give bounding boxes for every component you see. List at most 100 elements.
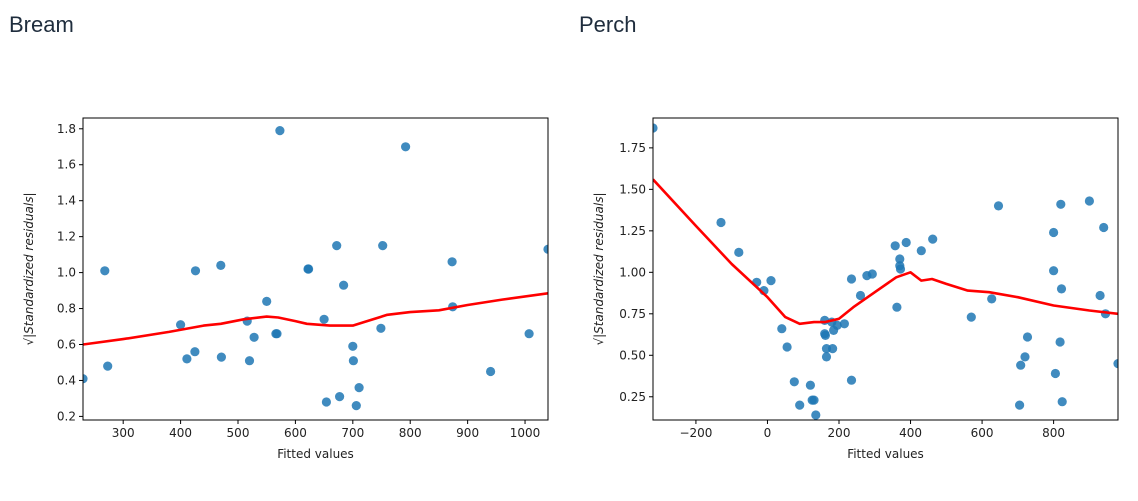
bream-x-tick-label-5: 800 xyxy=(399,426,422,440)
perch-y-tick-label-3: 1.00 xyxy=(619,265,646,279)
perch-data-point-46 xyxy=(1050,368,1060,379)
bream-data-point-0 xyxy=(83,374,88,384)
bream-y-tick-label-8: 1.8 xyxy=(57,122,76,136)
bream-y-tick-label-6: 1.4 xyxy=(57,194,76,208)
perch-data-point-53 xyxy=(1099,222,1109,233)
perch-data-point-30 xyxy=(892,302,902,312)
bream-data-point-4 xyxy=(182,354,192,364)
perch-data-point-48 xyxy=(1056,199,1066,209)
perch-data-point-29 xyxy=(890,241,900,251)
bream-y-axis-label: √|Standardized residuals| xyxy=(22,192,36,345)
bream-data-point-30 xyxy=(447,257,457,267)
bream-data-point-32 xyxy=(486,366,496,377)
perch-data-point-8 xyxy=(789,377,799,387)
perch-data-point-40 xyxy=(1015,400,1025,410)
bream-data-point-11 xyxy=(249,332,259,342)
bream-x-tick-label-1: 400 xyxy=(169,426,192,440)
perch-y-tick-label-1: 0.50 xyxy=(619,348,646,362)
perch-data-point-41 xyxy=(1016,360,1026,370)
perch-data-point-5 xyxy=(766,276,776,286)
bream-y-tick-label-0: 0.2 xyxy=(57,409,76,423)
perch-data-point-49 xyxy=(1056,284,1067,294)
chart-title-bream: Bream xyxy=(9,12,74,37)
perch-x-axis-label: Fitted values xyxy=(847,447,924,461)
perch-data-point-28 xyxy=(867,269,877,279)
bream-data-point-6 xyxy=(190,266,201,276)
perch-data-point-45 xyxy=(1049,266,1059,276)
bream-x-tick-label-0: 300 xyxy=(112,426,135,440)
perch-trend-line xyxy=(653,178,1118,326)
bream-residual-plot: 300 400 500 600 700 800 900 1000 0.2 0.4 0.6 0.8 1.0… xyxy=(22,117,549,461)
bream-data-point-19 xyxy=(321,397,331,407)
perch-data-point-44 xyxy=(1049,227,1059,238)
perch-x-tick-label-5: 800 xyxy=(1042,426,1065,440)
perch-data-point-35 xyxy=(916,246,926,256)
perch-x-tick-label-0: −200 xyxy=(679,426,712,440)
perch-data-point-7 xyxy=(782,342,792,352)
bream-data-point-15 xyxy=(275,126,285,136)
bream-data-point-24 xyxy=(348,356,358,366)
perch-axes-frame xyxy=(652,117,1119,421)
perch-data-point-18 xyxy=(821,352,832,362)
bream-data-point-23 xyxy=(348,341,358,351)
bream-data-point-18 xyxy=(319,314,329,324)
perch-data-point-12 xyxy=(809,395,819,405)
bream-trend-group xyxy=(83,292,548,346)
bream-data-point-28 xyxy=(378,241,388,251)
perch-data-point-13 xyxy=(811,410,821,420)
perch-data-point-24 xyxy=(846,375,857,385)
perch-data-point-52 xyxy=(1095,290,1105,301)
perch-data-point-20 xyxy=(828,344,838,354)
bream-x-tick-label-7: 1000 xyxy=(510,426,541,440)
bream-data-point-8 xyxy=(216,352,226,362)
bream-y-tick-label-3: 0.8 xyxy=(57,302,76,316)
bream-data-point-27 xyxy=(376,323,386,333)
perch-data-point-32 xyxy=(895,254,905,264)
perch-data-point-9 xyxy=(795,400,805,410)
bream-y-tick-label-2: 0.6 xyxy=(57,338,76,352)
perch-data-point-25 xyxy=(846,274,857,284)
bream-data-point-20 xyxy=(332,241,342,251)
perch-trend-group xyxy=(653,178,1118,326)
bream-y-tick-label-5: 1.2 xyxy=(57,230,76,244)
perch-data-point-2 xyxy=(734,247,744,257)
perch-data-point-37 xyxy=(966,312,976,322)
bream-data-point-5 xyxy=(190,347,200,357)
perch-y-tick-label-2: 0.75 xyxy=(619,307,646,321)
bream-data-point-22 xyxy=(339,280,349,290)
perch-y-tick-label-6: 1.75 xyxy=(619,141,646,155)
bream-y-tick-label-4: 1.0 xyxy=(57,266,76,280)
bream-points xyxy=(83,126,548,411)
perch-data-point-38 xyxy=(987,294,997,304)
bream-data-point-21 xyxy=(335,392,345,402)
perch-data-point-33 xyxy=(895,264,906,274)
bream-data-point-34 xyxy=(543,244,548,254)
bream-x-tick-label-6: 900 xyxy=(456,426,479,440)
perch-data-point-47 xyxy=(1055,337,1065,347)
bream-data-point-17 xyxy=(304,264,314,274)
bream-data-point-12 xyxy=(262,296,272,306)
bream-data-point-1 xyxy=(100,266,110,276)
perch-data-point-0 xyxy=(653,123,658,133)
perch-x-tick-label-3: 400 xyxy=(899,426,922,440)
bream-x-tick-label-4: 700 xyxy=(341,426,364,440)
bream-data-point-2 xyxy=(103,361,113,371)
perch-data-point-39 xyxy=(993,201,1004,211)
bream-data-point-26 xyxy=(354,383,364,393)
perch-x-tick-label-2: 200 xyxy=(828,426,851,440)
perch-y-axis-label: √|Standardized residuals| xyxy=(592,192,606,345)
bream-data-point-7 xyxy=(216,260,226,270)
bream-y-tick-label-1: 0.4 xyxy=(57,373,76,387)
perch-data-point-23 xyxy=(839,319,850,329)
perch-data-point-34 xyxy=(901,237,911,248)
bream-data-point-10 xyxy=(244,356,255,366)
perch-x-tick-label-1: 0 xyxy=(764,426,772,440)
perch-data-point-43 xyxy=(1022,332,1033,342)
bream-data-point-25 xyxy=(351,401,361,411)
perch-data-point-1 xyxy=(716,217,726,228)
perch-data-point-51 xyxy=(1084,196,1094,206)
perch-data-point-50 xyxy=(1057,397,1067,407)
perch-y-tick-label-4: 1.25 xyxy=(619,224,646,238)
perch-data-point-22 xyxy=(832,320,842,330)
perch-data-point-26 xyxy=(855,290,866,301)
